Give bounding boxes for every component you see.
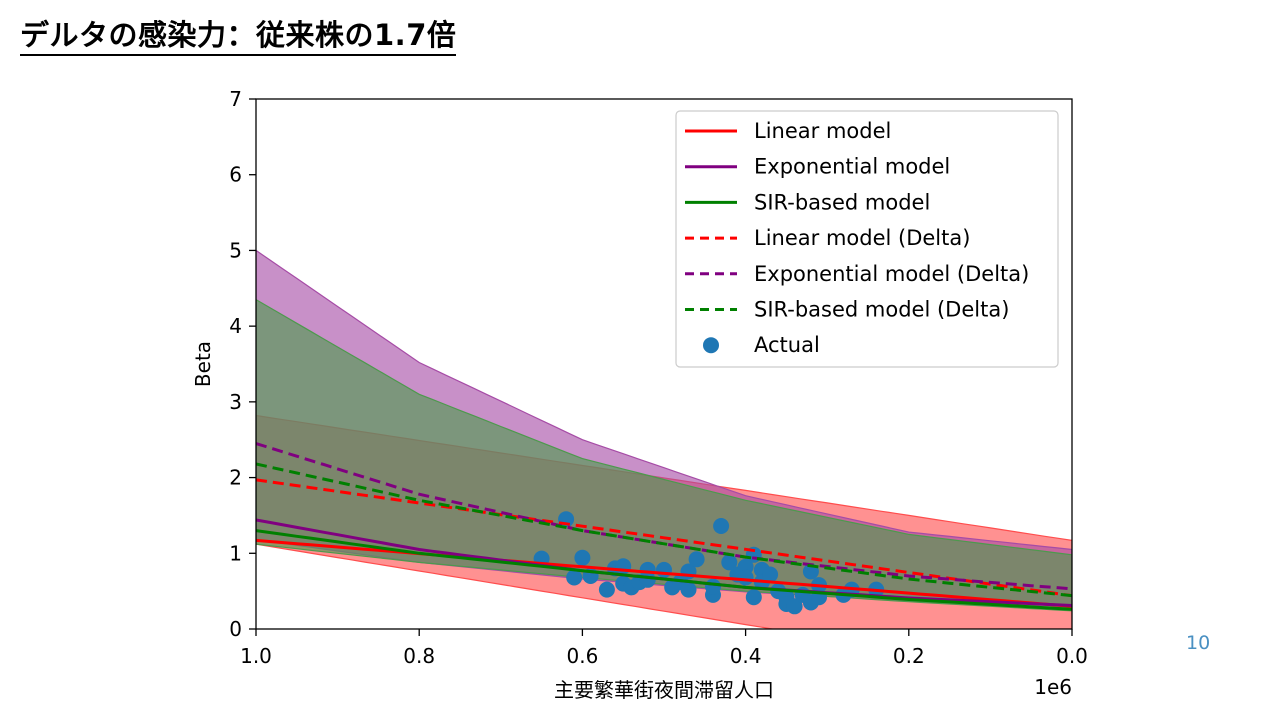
actual-point (721, 554, 738, 571)
legend-label: Linear model (Delta) (754, 226, 970, 250)
model-lines (256, 442, 1072, 611)
confidence-band-2 (256, 298, 1072, 612)
plot-frame (255, 98, 1073, 630)
x-offset-label: 1e6 (1034, 675, 1072, 699)
legend-label: Exponential model (754, 155, 950, 179)
legend-swatch (703, 337, 719, 354)
actual-point (688, 551, 705, 568)
actual-point (598, 581, 615, 598)
actual-point (656, 561, 672, 578)
x-tick-label: 0.6 (566, 644, 598, 668)
actual-point (745, 589, 762, 606)
page-number: 10 (1186, 632, 1211, 654)
x-tick-label: 0.4 (730, 644, 762, 668)
legend-box (675, 110, 1059, 368)
axes: 1.0 0.8 0.6 0.4 0.2 0.0 0 1 2 3 4 5 6 7 (229, 87, 1088, 668)
actual-point (737, 569, 754, 586)
actual-point (705, 578, 721, 595)
actual-point (574, 549, 591, 566)
actual-point (762, 566, 779, 583)
legend-label: SIR-based model (754, 190, 930, 214)
series-line-4 (256, 442, 1072, 591)
legend-label: Linear model (754, 119, 891, 143)
actual-point (680, 581, 697, 598)
x-tick-label: 0.8 (403, 644, 435, 668)
actual-point (566, 569, 583, 586)
y-axis-label: Beta (191, 341, 215, 387)
x-tick-label: 1.0 (240, 644, 272, 668)
series-line-0 (256, 538, 1072, 608)
x-tick-label: 0.2 (893, 644, 925, 668)
slide-title: デルタの感染力：従来株の1.7倍 (20, 16, 457, 56)
y-tick-label: 2 (229, 466, 242, 490)
confidence-bands (256, 249, 1072, 629)
series-line-5 (256, 462, 1072, 598)
y-tick-label: 3 (229, 390, 242, 414)
x-axis-label: 主要繁華街夜間滞留人口 (554, 678, 774, 702)
legend-label: Exponential model (Delta) (754, 262, 1029, 286)
y-tick-label: 1 (229, 541, 242, 565)
legend-label: SIR-based model (Delta) (754, 298, 1009, 322)
x-tick-label: 0.0 (1056, 644, 1088, 668)
actual-point (786, 598, 803, 615)
y-tick-label: 5 (229, 238, 242, 262)
series-line-3 (256, 478, 1072, 598)
y-tick-label: 6 (229, 163, 242, 187)
y-tick-label: 7 (229, 87, 242, 111)
y-tick-label: 4 (229, 314, 242, 338)
series-line-2 (256, 529, 1072, 611)
legend: Linear model Exponential model SIR-based m… (675, 110, 1059, 368)
actual-point (639, 571, 656, 588)
legend-label: Actual (754, 333, 820, 357)
y-tick-label: 0 (229, 617, 242, 641)
actual-point (713, 518, 730, 534)
